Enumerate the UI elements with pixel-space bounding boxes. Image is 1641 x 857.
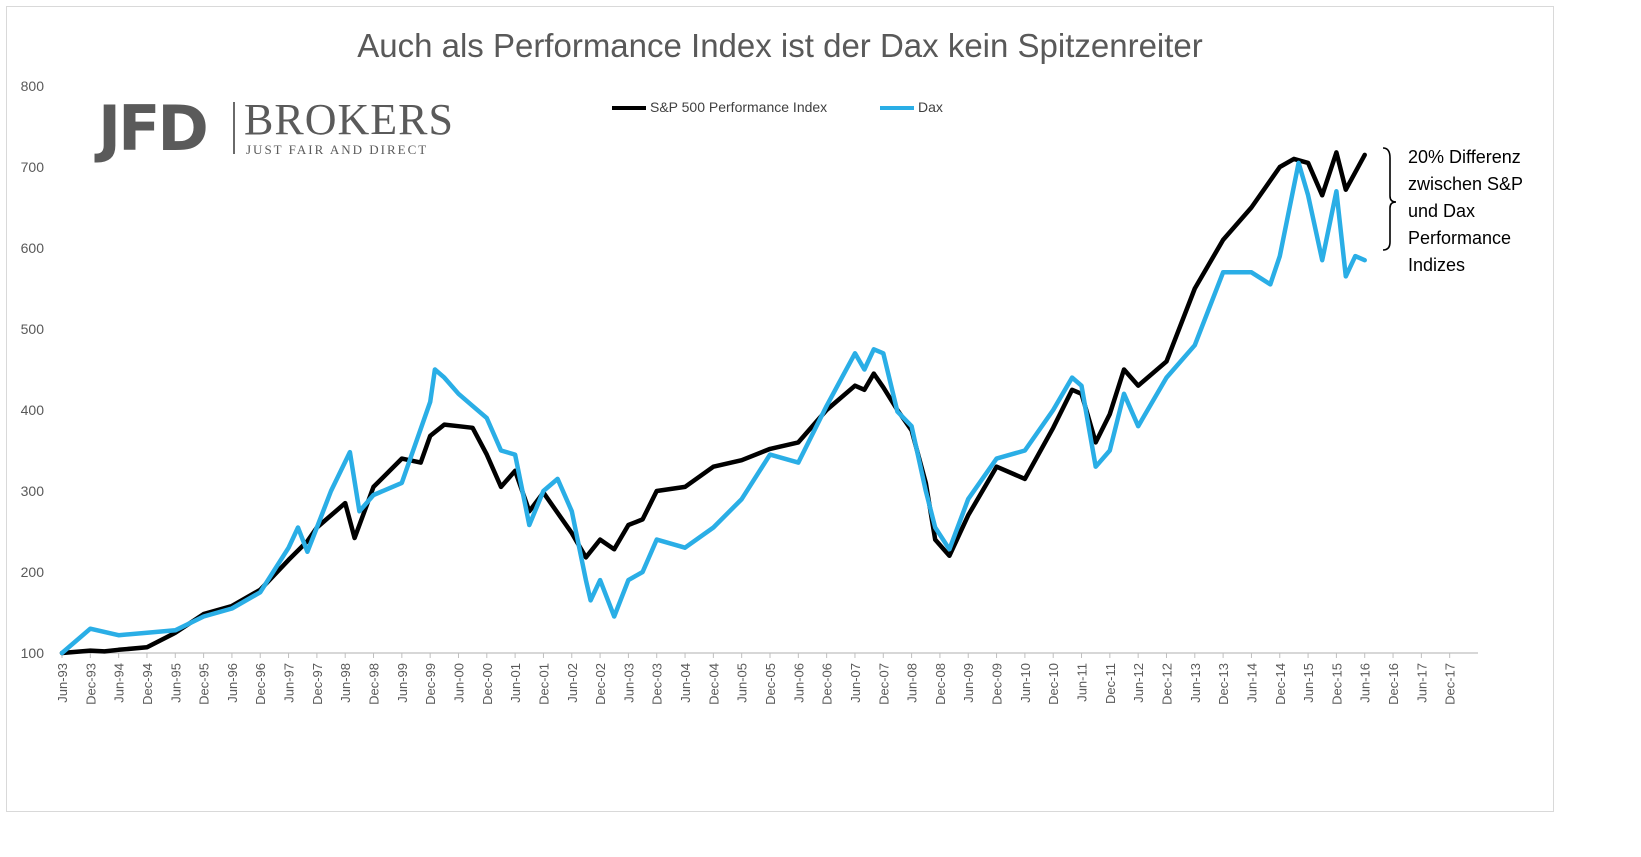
- x-tick-label: Dec-07: [876, 663, 891, 705]
- legend-label-sp500: S&P 500 Performance Index: [650, 99, 828, 115]
- x-tick-label: Dec-93: [83, 663, 98, 705]
- x-tick-label: Dec-17: [1443, 663, 1458, 705]
- legend-item-sp500: S&P 500 Performance Index: [612, 99, 827, 115]
- y-tick-label: 500: [21, 321, 45, 337]
- x-tick-label: Jun-93: [55, 663, 70, 703]
- series-layer: [59, 150, 1367, 656]
- x-tick-label: Dec-08: [933, 663, 948, 705]
- x-axis-labels: Jun-93 Dec-93 Jun-94 Dec-94 Jun-95 Dec-95 Jun-…: [55, 663, 1458, 705]
- x-tick-label: Dec-11: [1103, 663, 1118, 704]
- x-tick-label: Dec-95: [197, 663, 212, 705]
- x-tick-label: Dec-00: [480, 663, 495, 705]
- x-tick-label: Dec-96: [253, 663, 268, 705]
- y-tick-label: 700: [21, 159, 45, 175]
- x-tick-label: Jun-97: [282, 663, 297, 703]
- x-tick-label: Dec-16: [1386, 663, 1401, 705]
- x-tick-label: Jun-06: [791, 663, 806, 703]
- x-tick-label: Dec-03: [650, 663, 665, 705]
- annotation-bracket: [1382, 147, 1397, 251]
- y-tick-label: 600: [21, 240, 45, 256]
- x-tick-label: Dec-09: [990, 663, 1005, 705]
- logo-brokers-text: BROKERS: [244, 95, 454, 144]
- x-tick-label: Dec-05: [763, 663, 778, 705]
- x-tick-label: Dec-14: [1273, 663, 1288, 705]
- jfd-brokers-logo: JFD BROKERS JUST FAIR AND DIRECT: [98, 92, 468, 165]
- chart-title: Auch als Performance Index ist der Dax k…: [357, 27, 1203, 64]
- annotation-text: 20% Differenz zwischen S&P und Dax Perfo…: [1408, 144, 1548, 279]
- x-tick-label: Jun-05: [735, 663, 750, 703]
- x-tick-label: Jun-13: [1188, 663, 1203, 703]
- legend-swatch-dax: [880, 106, 914, 111]
- x-tick-label: Jun-15: [1301, 663, 1316, 703]
- x-tick-label: Jun-16: [1358, 663, 1373, 703]
- series-line-dax: [59, 160, 1367, 656]
- logo-separator: [233, 102, 235, 154]
- x-tick-label: Jun-12: [1131, 663, 1146, 703]
- annotation-line: Indizes: [1408, 255, 1466, 275]
- annotation-line: Performance: [1408, 228, 1512, 248]
- x-tick-label: Dec-10: [1046, 663, 1061, 705]
- x-tick-label: Dec-13: [1216, 663, 1231, 705]
- x-tick-label: Dec-97: [310, 663, 325, 705]
- x-tick-label: Jun-94: [112, 663, 127, 703]
- annotation-line: zwischen S&P: [1408, 174, 1524, 194]
- x-tick-label: Jun-98: [338, 663, 353, 703]
- y-tick-label: 100: [21, 645, 45, 661]
- x-tick-label: Dec-02: [593, 663, 608, 705]
- series-line-sp500: [59, 150, 1367, 656]
- x-tick-label: Jun-07: [848, 663, 863, 703]
- x-tick-label: Dec-12: [1159, 663, 1174, 705]
- x-tick-label: Dec-06: [820, 663, 835, 705]
- annotation-line: 20% Differenz: [1408, 147, 1521, 167]
- x-tick-label: Jun-09: [961, 663, 976, 703]
- legend-label-dax: Dax: [918, 99, 943, 115]
- legend-swatch-sp500: [612, 106, 646, 111]
- x-tick-label: Jun-99: [395, 663, 410, 703]
- logo-jfd-text: JFD: [98, 92, 209, 165]
- x-tick-label: Dec-15: [1329, 663, 1344, 705]
- x-tick-label: Jun-11: [1075, 663, 1090, 702]
- y-axis-labels: 100 200 300 400 500 600 700 800: [21, 78, 45, 661]
- x-tick-label: Jun-14: [1244, 663, 1259, 703]
- legend-item-dax: Dax: [880, 99, 943, 115]
- x-tick-label: Jun-17: [1414, 663, 1429, 703]
- x-tick-label: Jun-03: [621, 663, 636, 703]
- y-tick-label: 300: [21, 483, 45, 499]
- x-tick-label: Jun-10: [1018, 663, 1033, 703]
- x-tick-label: Jun-01: [508, 663, 523, 703]
- y-tick-label: 200: [21, 564, 45, 580]
- annotation-line: und Dax: [1408, 201, 1476, 221]
- x-tick-label: Dec-94: [140, 663, 155, 705]
- chart-frame: [6, 6, 1554, 812]
- y-tick-label: 800: [21, 78, 45, 94]
- x-ticks: [61, 653, 1451, 658]
- x-tick-label: Dec-99: [423, 663, 438, 705]
- x-tick-label: Jun-96: [225, 663, 240, 703]
- x-tick-label: Jun-95: [168, 663, 183, 703]
- x-tick-label: Jun-08: [905, 663, 920, 703]
- x-tick-label: Dec-04: [706, 663, 721, 705]
- logo-tagline: JUST FAIR AND DIRECT: [246, 142, 429, 157]
- y-tick-label: 400: [21, 402, 45, 418]
- x-tick-label: Jun-02: [565, 663, 580, 703]
- x-tick-label: Dec-01: [536, 663, 551, 705]
- x-tick-label: Jun-00: [451, 663, 466, 703]
- x-tick-label: Jun-04: [678, 663, 693, 703]
- x-tick-label: Dec-98: [367, 663, 382, 705]
